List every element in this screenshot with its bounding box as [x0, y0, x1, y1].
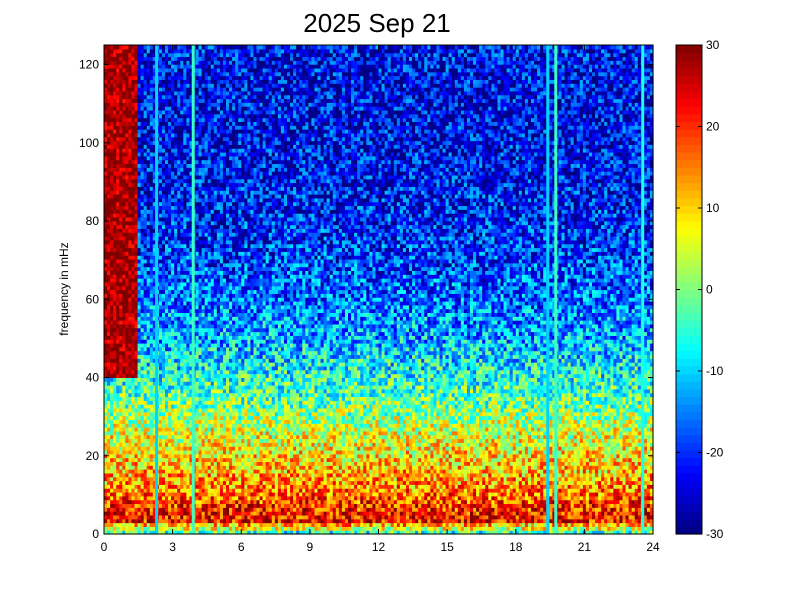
chart-title: 2025 Sep 21: [303, 8, 450, 38]
spectrogram-heatmap: [104, 45, 654, 535]
